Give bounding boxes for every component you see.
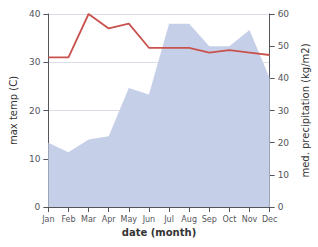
svg-text:20: 20 — [29, 106, 41, 116]
svg-text:Sep: Sep — [202, 215, 217, 224]
svg-text:date (month): date (month) — [122, 227, 196, 238]
svg-text:med. precipitation (kg/m2): med. precipitation (kg/m2) — [300, 43, 311, 177]
svg-text:Jan: Jan — [41, 215, 54, 224]
svg-text:30: 30 — [278, 106, 290, 116]
svg-text:10: 10 — [29, 154, 41, 164]
svg-text:50: 50 — [278, 41, 290, 51]
svg-text:Apr: Apr — [102, 215, 117, 224]
svg-text:20: 20 — [278, 138, 290, 148]
svg-text:max temp (C): max temp (C) — [8, 76, 19, 145]
svg-text:0: 0 — [278, 202, 284, 212]
svg-text:Oct: Oct — [222, 215, 236, 224]
svg-text:40: 40 — [278, 73, 290, 83]
svg-text:Feb: Feb — [61, 215, 75, 224]
svg-text:0: 0 — [35, 202, 41, 212]
svg-text:Jul: Jul — [163, 215, 174, 224]
svg-text:Dec: Dec — [262, 215, 277, 224]
svg-text:Jun: Jun — [142, 215, 156, 224]
svg-text:Mar: Mar — [81, 215, 97, 224]
svg-text:30: 30 — [29, 57, 41, 67]
svg-text:40: 40 — [29, 9, 41, 19]
svg-text:60: 60 — [278, 9, 290, 19]
svg-text:Aug: Aug — [181, 215, 197, 224]
svg-text:10: 10 — [278, 170, 290, 180]
svg-text:May: May — [121, 215, 138, 224]
svg-text:Nov: Nov — [242, 215, 258, 224]
